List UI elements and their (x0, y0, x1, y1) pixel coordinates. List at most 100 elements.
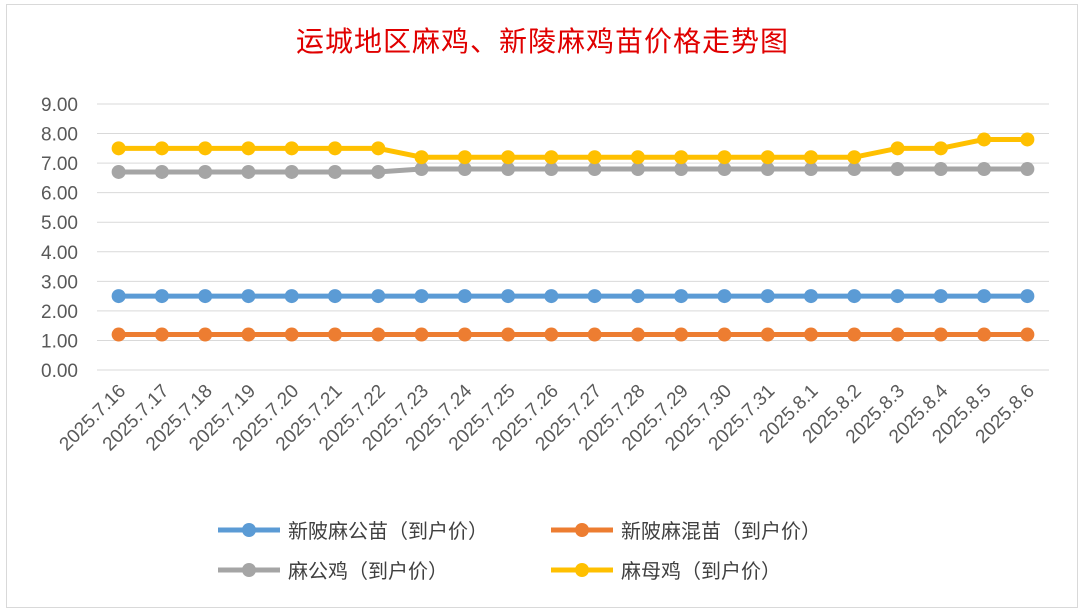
data-point (977, 132, 992, 147)
data-point (804, 327, 818, 342)
data-point (674, 289, 689, 304)
data-point (457, 162, 472, 177)
data-point (284, 164, 299, 179)
data-point (154, 327, 169, 342)
data-point (371, 141, 386, 156)
data-point (154, 289, 169, 304)
data-point (630, 150, 645, 165)
data-point (847, 162, 862, 177)
legend-item: 新陂麻混苗（到户价） (551, 519, 821, 543)
legend-item: 麻母鸡（到户价） (551, 559, 781, 583)
data-point (111, 289, 126, 304)
data-point (371, 327, 386, 342)
data-point (890, 327, 905, 342)
data-point (544, 327, 559, 342)
legend: 新陂麻公苗（到户价） 新陂麻混苗（到户价） 麻公鸡（到户价） 麻母鸡（到户价） (218, 519, 821, 583)
data-point (847, 150, 862, 165)
data-point (890, 141, 905, 156)
y-tick-label: 3.00 (41, 272, 78, 293)
data-point (804, 289, 818, 304)
data-point (977, 289, 992, 304)
legend-label: 麻母鸡（到户价） (621, 559, 781, 583)
y-tick-label: 7.00 (41, 154, 78, 175)
legend-swatch-marker (242, 523, 256, 537)
data-point (717, 162, 732, 177)
data-point (328, 164, 342, 179)
data-point (414, 162, 429, 177)
data-point (111, 141, 126, 156)
y-axis-ticks: 0.00 1.00 2.00 3.00 4.00 5.00 6.00 7.00 8.00 9.00 (41, 95, 78, 382)
data-point (501, 162, 516, 177)
data-point (717, 150, 732, 165)
data-point (457, 327, 472, 342)
data-point (154, 141, 169, 156)
data-point (457, 150, 472, 165)
data-point (1020, 162, 1035, 177)
data-point (198, 327, 213, 342)
series-line (118, 136, 1028, 160)
y-tick-label: 5.00 (41, 213, 78, 234)
data-point (890, 162, 905, 177)
data-point (328, 141, 342, 156)
legend-item: 麻公鸡（到户价） (218, 559, 448, 583)
data-point (674, 327, 689, 342)
data-point (1020, 132, 1035, 147)
data-point (198, 289, 213, 304)
data-point (587, 162, 602, 177)
legend-swatch-marker (242, 563, 256, 577)
data-point (760, 289, 775, 304)
legend-swatch-marker (575, 563, 589, 577)
data-point (1020, 289, 1035, 304)
data-point (587, 150, 602, 165)
data-point (241, 289, 256, 304)
data-point (501, 289, 516, 304)
series-line (118, 166, 1028, 175)
legend-label: 新陂麻混苗（到户价） (621, 519, 821, 543)
data-point (284, 289, 299, 304)
y-tick-label: 8.00 (41, 125, 78, 146)
legend-label: 新陂麻公苗（到户价） (288, 519, 488, 543)
chart-frame (6, 4, 1078, 608)
data-point (241, 141, 256, 156)
data-point (760, 150, 775, 165)
chart-title: 运城地区麻鸡、新陵麻鸡苗价格走势图 (295, 25, 789, 58)
data-point (544, 162, 559, 177)
gridlines (97, 103, 1049, 371)
data-point (1020, 327, 1035, 342)
data-point (977, 162, 992, 177)
data-point (371, 289, 386, 304)
data-point (630, 327, 645, 342)
y-tick-label: 9.00 (41, 95, 78, 116)
data-point (804, 150, 818, 165)
data-point (414, 327, 429, 342)
data-point (804, 162, 818, 177)
legend-label: 麻公鸡（到户价） (288, 559, 448, 583)
data-point (414, 289, 429, 304)
data-point (933, 289, 948, 304)
data-point (544, 150, 559, 165)
data-point (933, 141, 948, 156)
y-tick-label: 1.00 (41, 331, 78, 352)
data-point (198, 164, 213, 179)
y-tick-label: 0.00 (41, 361, 78, 382)
data-point (890, 289, 905, 304)
data-point (414, 150, 429, 165)
data-point (284, 327, 299, 342)
legend-item: 新陂麻公苗（到户价） (218, 519, 488, 543)
data-point (241, 327, 256, 342)
data-point (587, 327, 602, 342)
data-point (760, 162, 775, 177)
data-point (284, 141, 299, 156)
data-point (630, 289, 645, 304)
legend-swatch-marker (575, 523, 589, 537)
data-point (847, 327, 862, 342)
data-point (371, 164, 386, 179)
data-point (501, 327, 516, 342)
data-point (587, 289, 602, 304)
data-point (501, 150, 516, 165)
data-point (630, 162, 645, 177)
data-point (111, 164, 126, 179)
data-point (847, 289, 862, 304)
data-point (717, 327, 732, 342)
